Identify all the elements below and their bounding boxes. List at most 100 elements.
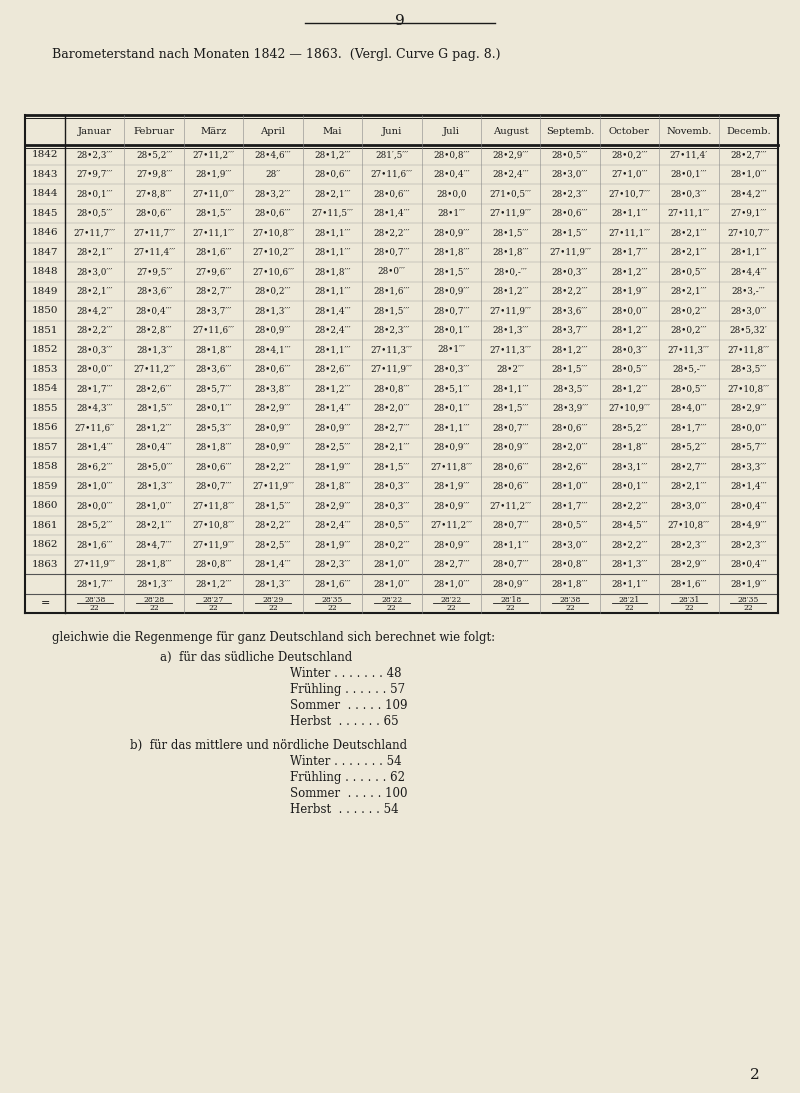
Text: 27•11,9′′′: 27•11,9′′′ [252,482,294,491]
Text: Winter . . . . . . . 48: Winter . . . . . . . 48 [290,667,402,680]
Text: 27•11,3′′′: 27•11,3′′′ [490,345,532,354]
Text: 1856: 1856 [32,423,58,432]
Text: 28′38: 28′38 [559,596,581,603]
Text: 1852: 1852 [32,345,58,354]
Text: 27•11,9′′′: 27•11,9′′′ [490,209,532,218]
Text: 28•0,4′′′: 28•0,4′′′ [136,306,173,315]
Text: 28′18: 28′18 [500,596,522,603]
Text: 28•2′′′: 28•2′′′ [497,365,525,374]
Text: 28•5,7′′′: 28•5,7′′′ [195,385,232,393]
Text: 27•11,2′′′: 27•11,2′′′ [133,365,175,374]
Text: 28•0,7′′′: 28•0,7′′′ [492,423,529,432]
Text: 28•1,4′′′: 28•1,4′′′ [76,443,113,451]
Text: 27•11,7′′′: 27•11,7′′′ [74,228,116,237]
Text: 28•2,9′′′: 28•2,9′′′ [314,502,350,510]
Text: 28•1,5′′′: 28•1,5′′′ [374,306,410,315]
Text: 28•1,7′′′: 28•1,7′′′ [670,423,707,432]
Text: 28•2,1′′′: 28•2,1′′′ [374,443,410,451]
Text: 9: 9 [395,14,405,28]
Text: 27•9,8′′′: 27•9,8′′′ [136,169,172,179]
Text: 28•1,9′′′: 28•1,9′′′ [730,579,766,588]
Text: 28′31: 28′31 [678,596,699,603]
Text: 28•2,9′′′: 28•2,9′′′ [493,150,529,160]
Text: 281′,5′′′: 281′,5′′′ [375,150,409,160]
Text: 1849: 1849 [32,286,58,296]
Text: 28•3,0′′′: 28•3,0′′′ [552,169,588,179]
Text: 28•0,5′′′: 28•0,5′′′ [552,150,588,160]
Text: 28•0,1′′′: 28•0,1′′′ [433,326,470,334]
Text: 28•4,9′′′: 28•4,9′′′ [730,520,766,530]
Text: =: = [40,598,50,608]
Text: 28•1,0′′′: 28•1,0′′′ [730,169,766,179]
Text: August: August [493,127,529,136]
Text: 28•1,3′′′: 28•1,3′′′ [254,306,291,315]
Text: 28•0,6′′′: 28•0,6′′′ [254,365,291,374]
Text: 28•1,2′′′: 28•1,2′′′ [314,150,350,160]
Text: 28•2,6′′′: 28•2,6′′′ [136,385,172,393]
Text: 28•0,1′′′: 28•0,1′′′ [195,403,232,413]
Text: 28•2,6′′′: 28•2,6′′′ [314,365,350,374]
Text: 28•2,1′′′: 28•2,1′′′ [670,286,707,296]
Text: 28•0,6′′′: 28•0,6′′′ [492,462,529,471]
Text: 28′21: 28′21 [619,596,640,603]
Text: 28•1,7′′′: 28•1,7′′′ [77,579,113,588]
Text: 28•2,1′′′: 28•2,1′′′ [670,482,707,491]
Text: 28•1,0′′′: 28•1,0′′′ [374,579,410,588]
Text: 28′22: 28′22 [441,596,462,603]
Text: 28•0,-′′′: 28•0,-′′′ [494,268,527,277]
Text: 28•2,1′′′: 28•2,1′′′ [77,248,113,257]
Text: 28•1,3′′′: 28•1,3′′′ [254,579,291,588]
Text: 27•11,3′′′: 27•11,3′′′ [370,345,413,354]
Text: 28•0,9′′′: 28•0,9′′′ [493,579,529,588]
Text: 28•3,3′′′: 28•3,3′′′ [730,462,766,471]
Text: 27•9,6′′′: 27•9,6′′′ [195,268,232,277]
Text: 28•0,3′′′: 28•0,3′′′ [552,268,588,277]
Text: 28•2,9′′′: 28•2,9′′′ [254,403,291,413]
Text: October: October [609,127,650,136]
Text: 1845: 1845 [32,209,58,218]
Text: 28•0,3′′′: 28•0,3′′′ [433,365,470,374]
Text: 28•3,0′′′: 28•3,0′′′ [77,268,113,277]
Text: 28•4,6′′′: 28•4,6′′′ [254,150,291,160]
Text: 28•0,8′′′: 28•0,8′′′ [374,385,410,393]
Text: 28•1,8′′′: 28•1,8′′′ [195,345,232,354]
Text: 27•11,1′′′: 27•11,1′′′ [608,228,650,237]
Text: 28•2,0′′′: 28•2,0′′′ [552,443,588,451]
Text: 28•1,7′′′: 28•1,7′′′ [611,248,648,257]
Text: 27•11,2′′′: 27•11,2′′′ [490,502,532,510]
Text: 1863: 1863 [32,560,58,568]
Text: 28•1,5′′′: 28•1,5′′′ [552,365,588,374]
Text: Herbst  . . . . . . 54: Herbst . . . . . . 54 [290,803,398,816]
Text: 28•0,9′′′: 28•0,9′′′ [254,443,291,451]
Text: 28•0,6′′′: 28•0,6′′′ [136,209,172,218]
Text: 28•0,2′′′: 28•0,2′′′ [254,286,291,296]
Text: 27•10,7′′′: 27•10,7′′′ [727,228,770,237]
Text: 28•0,9′′′: 28•0,9′′′ [254,423,291,432]
Text: 28•0,0: 28•0,0 [436,189,466,198]
Text: 1850: 1850 [32,306,58,315]
Text: 28•1,2′′′: 28•1,2′′′ [492,286,529,296]
Text: 28′27: 28′27 [203,596,224,603]
Text: 27•9,5′′′: 27•9,5′′′ [136,268,172,277]
Text: 22: 22 [684,603,694,612]
Text: 27•10,2′′′: 27•10,2′′′ [252,248,294,257]
Text: 27•11,6′′′: 27•11,6′′′ [370,169,413,179]
Text: 1860: 1860 [32,502,58,510]
Text: 28•1,9′′′: 28•1,9′′′ [195,169,232,179]
Text: 28•1,9′′′: 28•1,9′′′ [314,540,350,550]
Text: 28•1,5′′′: 28•1,5′′′ [552,228,588,237]
Text: 27•10,8′′′: 27•10,8′′′ [252,228,294,237]
Text: 28•0,7′′′: 28•0,7′′′ [374,248,410,257]
Text: 28•0,8′′′: 28•0,8′′′ [433,150,470,160]
Text: 28•0,3′′′: 28•0,3′′′ [670,189,707,198]
Text: 28•0,8′′′: 28•0,8′′′ [552,560,588,568]
Text: Septemb.: Septemb. [546,127,594,136]
Text: 271•0,5′′′: 271•0,5′′′ [490,189,532,198]
Text: 28•0,9′′′: 28•0,9′′′ [433,540,470,550]
Text: 28•5,-′′′: 28•5,-′′′ [672,365,706,374]
Text: 28•1,0′′′: 28•1,0′′′ [374,560,410,568]
Text: 28•2,0′′′: 28•2,0′′′ [374,403,410,413]
Text: 28•2,4′′′: 28•2,4′′′ [314,520,350,530]
Text: 27•11,1′′′: 27•11,1′′′ [668,209,710,218]
Text: 28′28: 28′28 [143,596,165,603]
